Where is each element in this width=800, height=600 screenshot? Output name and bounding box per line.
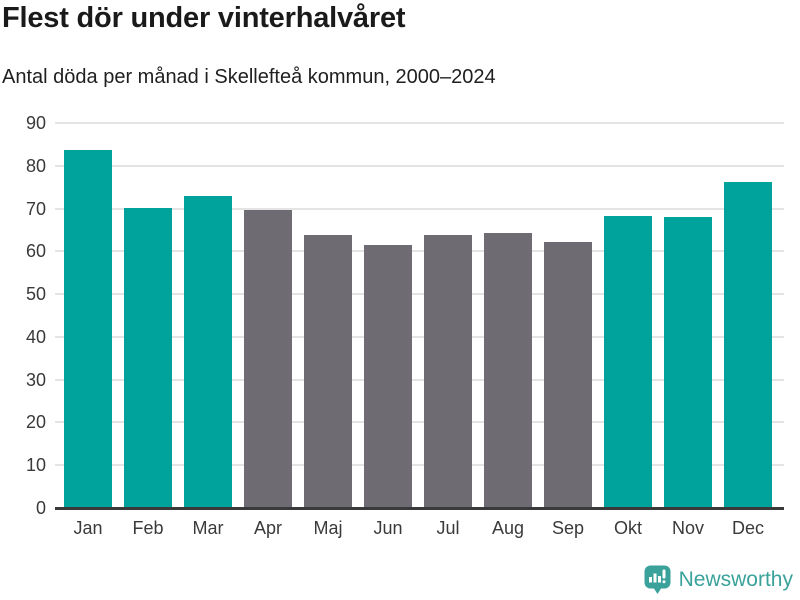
bar-jul xyxy=(424,235,472,508)
y-tick-label: 20 xyxy=(25,412,46,433)
grid-line xyxy=(55,164,784,167)
bar-mar xyxy=(184,195,232,508)
y-tick-label: 50 xyxy=(25,284,46,305)
x-tick-label-jan: Jan xyxy=(73,518,103,538)
grid-line xyxy=(55,421,784,424)
newsworthy-logo: Newsworthy xyxy=(644,565,793,595)
x-tick-label-okt: Okt xyxy=(613,518,642,538)
y-tick-label: 30 xyxy=(25,369,46,390)
grid-line xyxy=(55,122,784,124)
x-tick-label-nov: Nov xyxy=(671,518,704,538)
grid-line xyxy=(55,250,784,253)
x-tick-label-mar: Mar xyxy=(192,518,224,538)
chart-subtitle: Antal döda per månad i Skellefteå kommun… xyxy=(2,66,496,88)
y-tick-label: 10 xyxy=(25,455,46,476)
x-axis-baseline xyxy=(55,507,784,510)
plot-area xyxy=(55,122,784,510)
x-tick-label-jul: Jul xyxy=(436,518,460,538)
y-tick-label: 60 xyxy=(25,241,46,262)
bar-jan xyxy=(64,149,112,508)
bar-feb xyxy=(124,208,172,508)
y-tick-label: 80 xyxy=(25,155,46,176)
grid-line xyxy=(55,464,784,467)
y-tick-label: 40 xyxy=(25,326,46,347)
bar-apr xyxy=(244,209,292,508)
x-tick-label-aug: Aug xyxy=(491,518,525,538)
x-tick-label-apr: Apr xyxy=(253,518,282,538)
bar-maj xyxy=(304,235,352,508)
bar-dec xyxy=(724,182,772,508)
bar-nov xyxy=(664,217,712,508)
newsworthy-label: Newsworthy xyxy=(678,568,793,591)
grid-line xyxy=(55,335,784,338)
x-tick-label-dec: Dec xyxy=(731,518,764,538)
bar-aug xyxy=(484,233,532,508)
y-tick-label: 90 xyxy=(25,113,46,133)
chart-title: Flest dör under vinterhalvåret xyxy=(2,2,406,34)
newsworthy-icon xyxy=(644,565,671,594)
grid-line xyxy=(55,378,784,381)
grid-line xyxy=(55,207,784,210)
y-tick-label: 70 xyxy=(25,198,46,219)
bar-jun xyxy=(364,244,412,508)
bar-okt xyxy=(604,216,652,508)
x-tick-label-jun: Jun xyxy=(373,518,403,538)
x-tick-label-sep: Sep xyxy=(551,518,585,538)
x-tick-label-feb: Feb xyxy=(132,518,164,538)
grid-line xyxy=(55,293,784,296)
bar-sep xyxy=(544,241,592,508)
y-tick-label: 0 xyxy=(35,498,46,518)
x-tick-label-maj: Maj xyxy=(313,518,343,538)
